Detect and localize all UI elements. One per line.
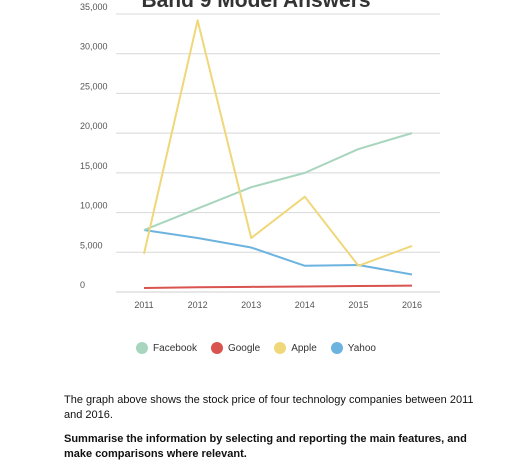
legend-label: Yahoo xyxy=(347,342,376,354)
y-tick-label: 25,000 xyxy=(80,81,108,91)
y-tick-label: 35,000 xyxy=(80,2,108,12)
series-line-yahoo xyxy=(143,229,413,276)
x-tick-label: 2016 xyxy=(402,300,422,310)
legend-swatch xyxy=(136,342,149,354)
legend-item-facebook: Facebook xyxy=(136,342,197,354)
legend-label: Google xyxy=(227,342,261,354)
x-tick-label: 2013 xyxy=(241,300,261,310)
y-tick-label: 5,000 xyxy=(80,240,103,250)
legend-label: Apple xyxy=(291,342,317,354)
x-tick-label: 2014 xyxy=(295,300,315,310)
legend-item-apple: Apple xyxy=(274,342,317,354)
legend-swatch xyxy=(274,342,287,354)
y-axis-ticks: 35,000 30,000 25,000 20,000 15,000 10,000 5,00… xyxy=(80,2,108,290)
legend-label: Facebook xyxy=(153,342,197,354)
legend-swatch xyxy=(330,342,343,354)
series-line-apple xyxy=(143,19,413,267)
task-instructions: Summarise the information by selecting a… xyxy=(64,432,494,462)
legend-item-yahoo: Yahoo xyxy=(330,342,376,354)
legend: Facebook Google Apple Yahoo xyxy=(0,338,512,358)
x-tick-label: 2012 xyxy=(188,300,208,310)
grid-layer xyxy=(116,13,440,293)
x-axis-ticks: 2011 2012 2013 2014 2015 2016 xyxy=(134,300,422,310)
legend-item-google: Google xyxy=(210,342,261,354)
y-tick-label: 20,000 xyxy=(80,121,108,131)
caption: The graph above shows the stock price of… xyxy=(64,393,484,423)
x-tick-label: 2011 xyxy=(134,300,153,310)
x-tick-label: 2015 xyxy=(348,300,368,310)
series-line-facebook xyxy=(143,132,413,231)
legend-swatch xyxy=(210,342,223,354)
y-tick-label: 30,000 xyxy=(80,42,108,52)
y-tick-label: 0 xyxy=(80,280,85,290)
series-layer xyxy=(143,19,413,290)
series-line-google xyxy=(143,284,413,290)
caption-text: The graph above shows the stock price of… xyxy=(64,394,474,421)
chart-title: Band 9 Model Answers xyxy=(141,0,371,12)
y-tick-label: 15,000 xyxy=(80,161,108,171)
line-chart: 35,000 30,000 25,000 20,000 15,000 10,000 5,00… xyxy=(80,2,440,310)
task-text: Summarise the information by selecting a… xyxy=(64,433,467,460)
y-tick-label: 10,000 xyxy=(80,201,108,211)
